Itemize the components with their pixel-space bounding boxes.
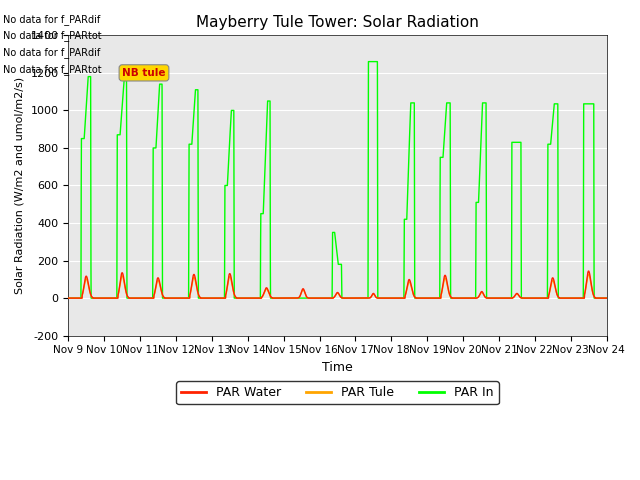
Text: No data for f_PARtot: No data for f_PARtot bbox=[3, 30, 102, 41]
X-axis label: Time: Time bbox=[322, 361, 353, 374]
Text: No data for f_PARdif: No data for f_PARdif bbox=[3, 13, 100, 24]
Legend: PAR Water, PAR Tule, PAR In: PAR Water, PAR Tule, PAR In bbox=[176, 382, 499, 405]
Text: No data for f_PARdif: No data for f_PARdif bbox=[3, 47, 100, 58]
Y-axis label: Solar Radiation (W/m2 and umol/m2/s): Solar Radiation (W/m2 and umol/m2/s) bbox=[15, 77, 25, 294]
Text: NB tule: NB tule bbox=[122, 68, 166, 78]
Title: Mayberry Tule Tower: Solar Radiation: Mayberry Tule Tower: Solar Radiation bbox=[196, 15, 479, 30]
Text: No data for f_PARtot: No data for f_PARtot bbox=[3, 64, 102, 75]
